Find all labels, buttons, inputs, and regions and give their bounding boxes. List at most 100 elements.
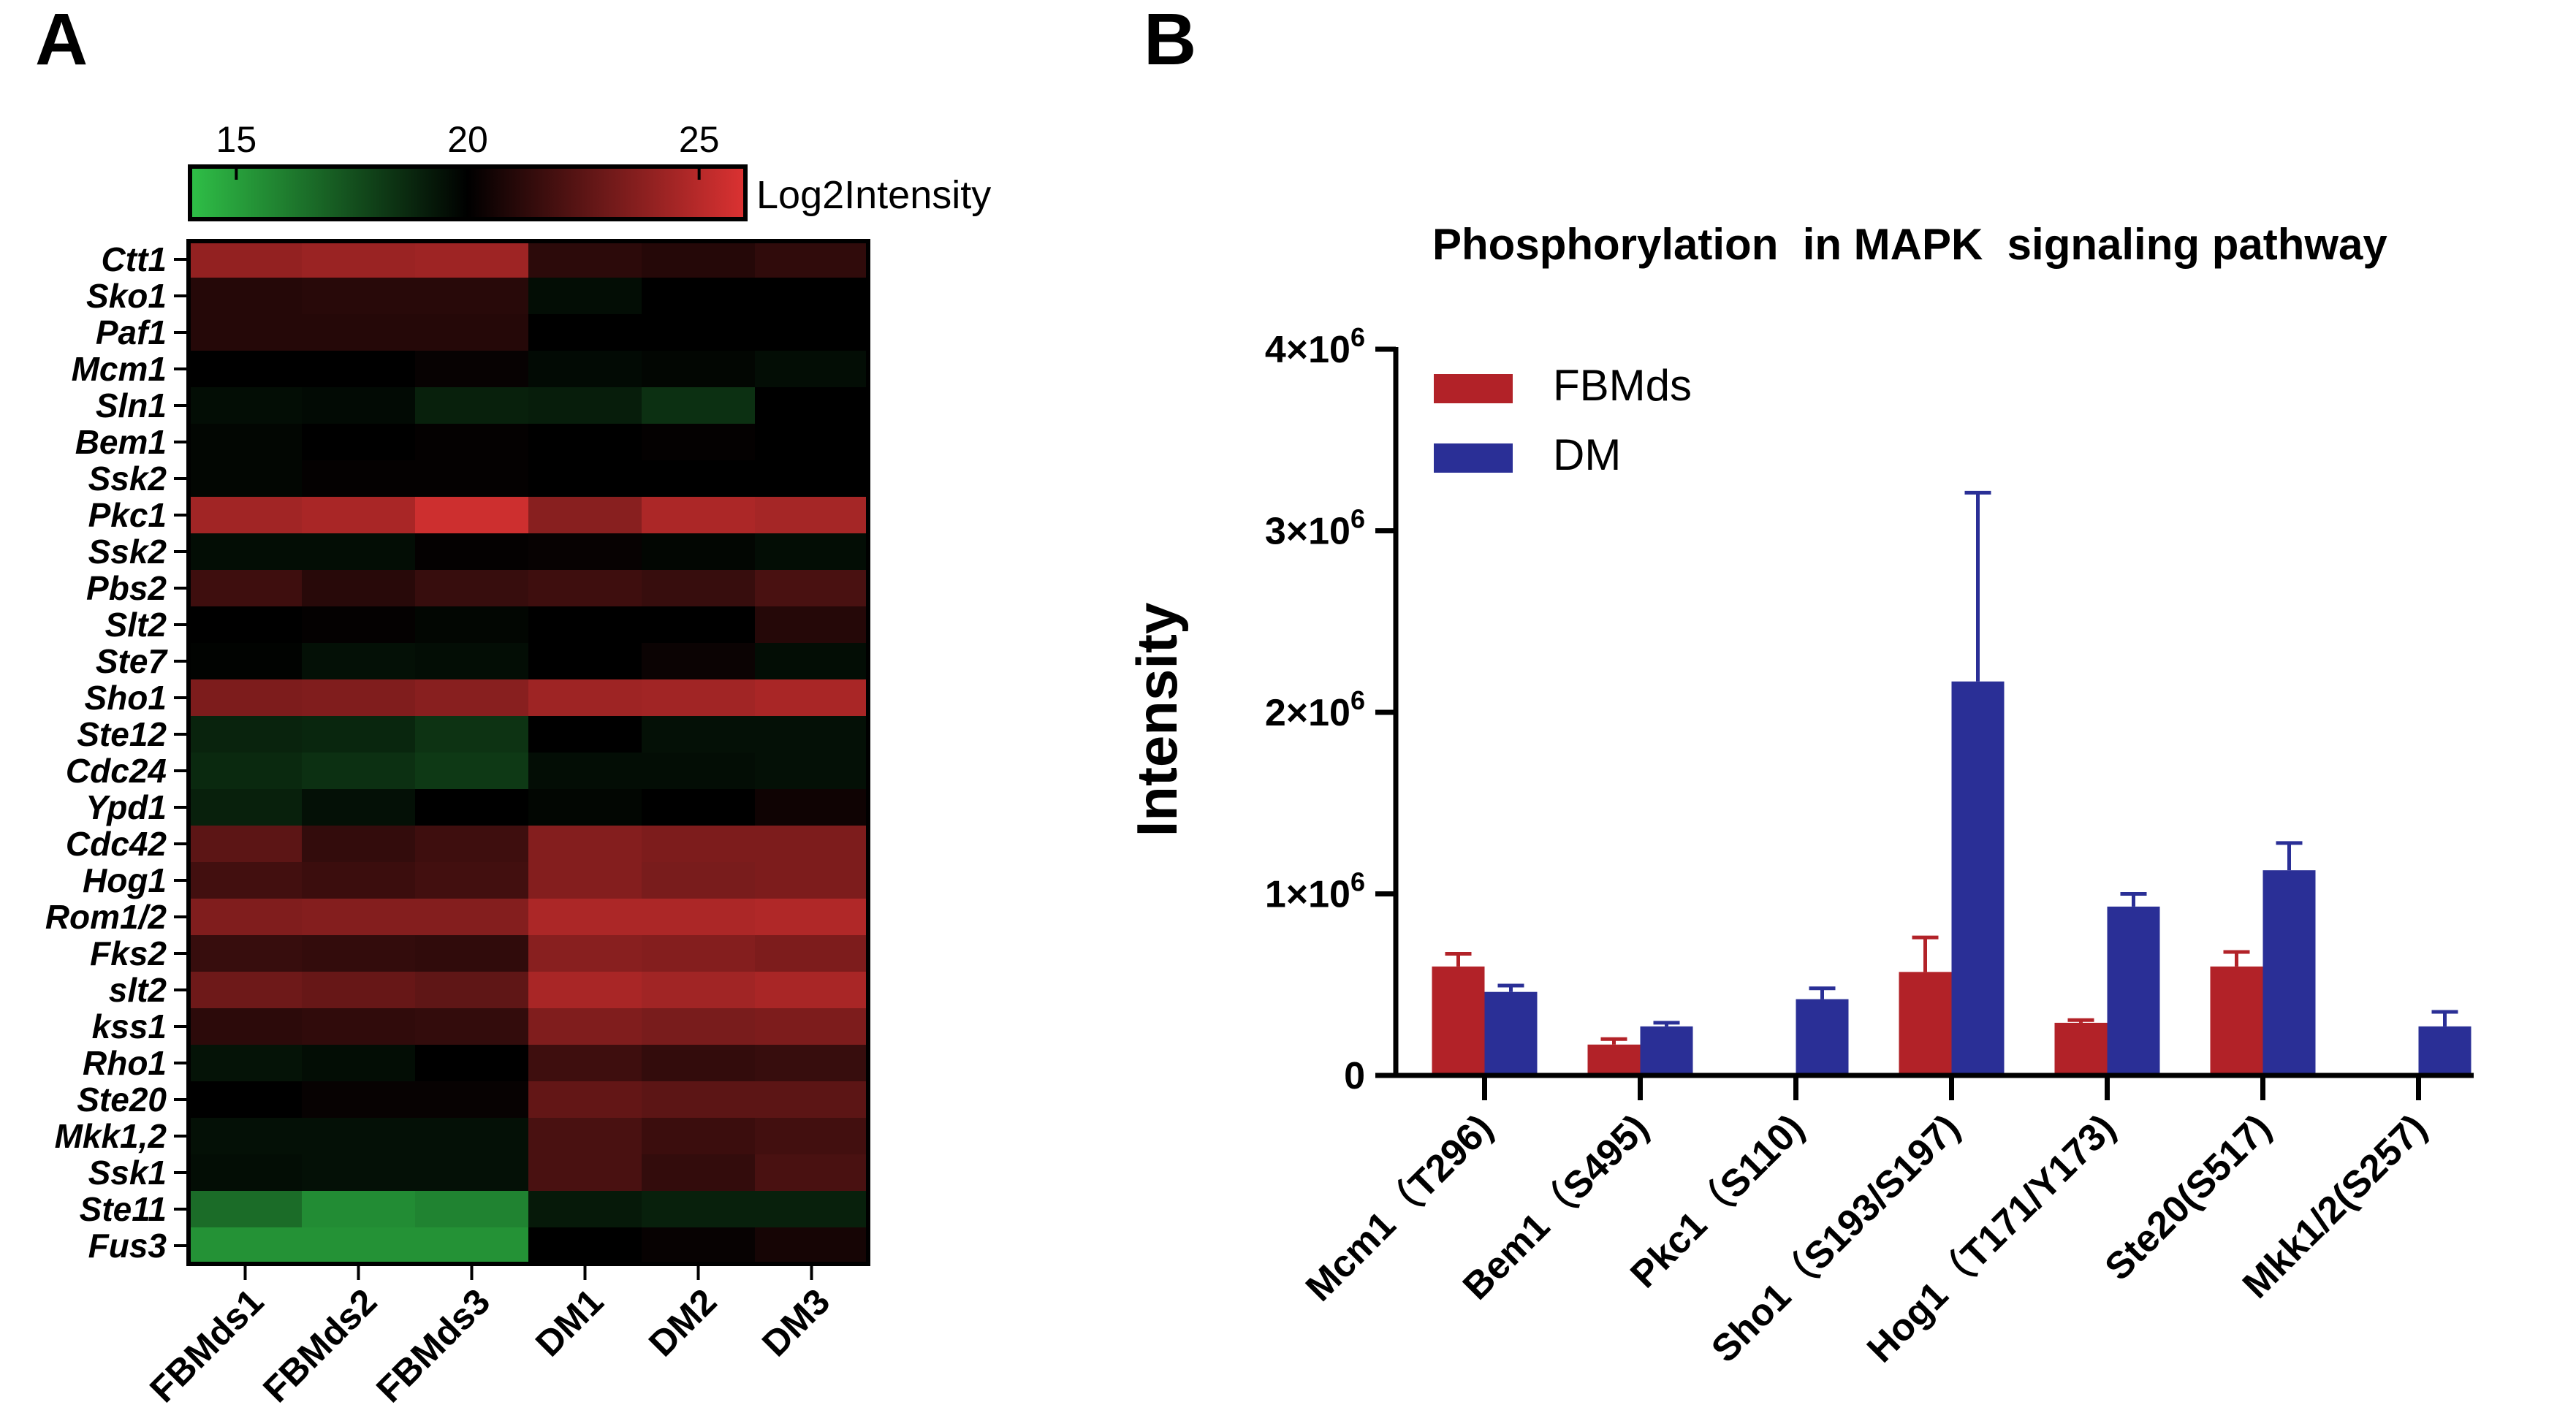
heatmap-cell bbox=[755, 972, 869, 1009]
heatmap-cell bbox=[302, 424, 416, 461]
heatmap-cell bbox=[642, 460, 756, 498]
heatmap-cell bbox=[189, 1118, 303, 1155]
row-label: slt2 bbox=[109, 971, 167, 1009]
heatmap-cell bbox=[755, 1154, 869, 1192]
row-label: Ssk1 bbox=[88, 1154, 167, 1192]
heatmap-cell bbox=[302, 387, 416, 424]
heatmap-cell bbox=[642, 351, 756, 388]
heatmap-cell bbox=[302, 972, 416, 1009]
heatmap-cell bbox=[302, 314, 416, 351]
heatmap-cell bbox=[528, 862, 642, 899]
heatmap-cell bbox=[755, 826, 869, 863]
heatmap-cell bbox=[642, 278, 756, 315]
heatmap-cell bbox=[302, 241, 416, 278]
row-label: Sln1 bbox=[96, 386, 167, 424]
colorbar-ticks: 15 20 25 bbox=[216, 119, 720, 180]
y-axis: 0 1×106 2×106 3×106 4×106 bbox=[1265, 322, 1399, 1097]
heatmap-cell bbox=[415, 351, 529, 388]
heatmap-cell bbox=[528, 826, 642, 863]
heatmap-cell bbox=[302, 1008, 416, 1045]
heatmap-cell bbox=[528, 533, 642, 571]
heatmap-cell bbox=[189, 314, 303, 351]
heatmap-cell bbox=[302, 460, 416, 498]
heatmap-cell bbox=[415, 497, 529, 534]
column-label: FBMds1 bbox=[142, 1281, 271, 1410]
heatmap-cell bbox=[528, 716, 642, 753]
heatmap-cell bbox=[189, 1008, 303, 1045]
row-label: Hog1 bbox=[83, 861, 167, 899]
row-label: Sho1 bbox=[85, 679, 167, 717]
column-label: FBMds2 bbox=[255, 1281, 384, 1410]
heatmap-cell bbox=[302, 1045, 416, 1082]
heatmap-cell bbox=[528, 1118, 642, 1155]
legend: FBMds DM bbox=[1434, 361, 1692, 479]
heatmap-cell bbox=[755, 314, 869, 351]
heatmap-cell bbox=[189, 1191, 303, 1228]
heatmap-cell bbox=[528, 314, 642, 351]
y-tick-label: 1×106 bbox=[1265, 867, 1365, 916]
heatmap-cell bbox=[415, 278, 529, 315]
heatmap-cell bbox=[642, 497, 756, 534]
heatmap-cell bbox=[302, 643, 416, 680]
heatmap-cell bbox=[642, 753, 756, 790]
heatmap-cell bbox=[755, 606, 869, 644]
bar-dm bbox=[1484, 991, 1538, 1075]
heatmap-cell bbox=[642, 424, 756, 461]
bar-fbmds bbox=[2210, 966, 2263, 1075]
heatmap-cell bbox=[302, 862, 416, 899]
heatmap-cell bbox=[642, 387, 756, 424]
bar-fbmds bbox=[1432, 966, 1485, 1075]
heatmap-cell bbox=[642, 862, 756, 899]
heatmap-cell bbox=[415, 1081, 529, 1119]
row-label: Rom1/2 bbox=[45, 898, 167, 936]
heatmap-cell bbox=[415, 1191, 529, 1228]
heatmap-cell bbox=[189, 1081, 303, 1119]
heatmap-cell bbox=[755, 533, 869, 571]
bar-chart: Phosphorylation in MAPK signaling pathwa… bbox=[1125, 220, 2474, 1371]
row-label: Paf1 bbox=[96, 313, 167, 351]
row-label: Ctt1 bbox=[102, 240, 167, 278]
row-label: Ssk2 bbox=[88, 460, 167, 498]
heatmap-cell bbox=[302, 1227, 416, 1265]
panel-label-a: A bbox=[35, 0, 88, 80]
heatmap-cell bbox=[528, 460, 642, 498]
bar-fbmds bbox=[2054, 1022, 2108, 1075]
heatmap-frame bbox=[186, 239, 870, 1266]
heatmap-cells bbox=[186, 239, 870, 1266]
heatmap-cell bbox=[755, 1191, 869, 1228]
heatmap-cell bbox=[415, 789, 529, 826]
row-label: Ste7 bbox=[96, 642, 169, 680]
heatmap-cell bbox=[642, 1081, 756, 1119]
colorbar-tick-label: 15 bbox=[216, 119, 257, 160]
row-label: Ypd1 bbox=[86, 788, 167, 826]
heatmap-cell bbox=[189, 972, 303, 1009]
row-label: Ste12 bbox=[77, 715, 167, 753]
y-tick-label: 3×106 bbox=[1265, 504, 1365, 553]
y-tick-label: 2×106 bbox=[1265, 685, 1365, 734]
column-label: DM3 bbox=[754, 1281, 837, 1364]
heatmap-row-labels: Ctt1Sko1Paf1Mcm1Sln1Bem1Ssk2Pkc1Ssk2Pbs2… bbox=[45, 240, 189, 1265]
legend-swatch bbox=[1434, 443, 1513, 473]
row-label: kss1 bbox=[92, 1007, 167, 1045]
row-label: Ste20 bbox=[77, 1081, 167, 1119]
heatmap-cell bbox=[415, 1118, 529, 1155]
row-label: Fus3 bbox=[88, 1227, 167, 1265]
heatmap-cell bbox=[302, 753, 416, 790]
bar-fbmds bbox=[1587, 1044, 1641, 1075]
heatmap-cell bbox=[642, 1045, 756, 1082]
heatmap-cell bbox=[415, 1154, 529, 1192]
colorbar-tick-label: 25 bbox=[679, 119, 720, 160]
heatmap-cell bbox=[415, 826, 529, 863]
heatmap-cell bbox=[528, 753, 642, 790]
heatmap-cell bbox=[302, 1154, 416, 1192]
heatmap-cell bbox=[642, 1227, 756, 1265]
heatmap-cell bbox=[415, 533, 529, 571]
heatmap-cell bbox=[528, 679, 642, 717]
heatmap-cell bbox=[302, 497, 416, 534]
panel-label-b: B bbox=[1144, 0, 1196, 80]
heatmap-cell bbox=[415, 241, 529, 278]
heatmap-cell bbox=[415, 314, 529, 351]
heatmap-cell bbox=[528, 424, 642, 461]
heatmap-cell bbox=[755, 1118, 869, 1155]
heatmap-cell bbox=[642, 935, 756, 972]
